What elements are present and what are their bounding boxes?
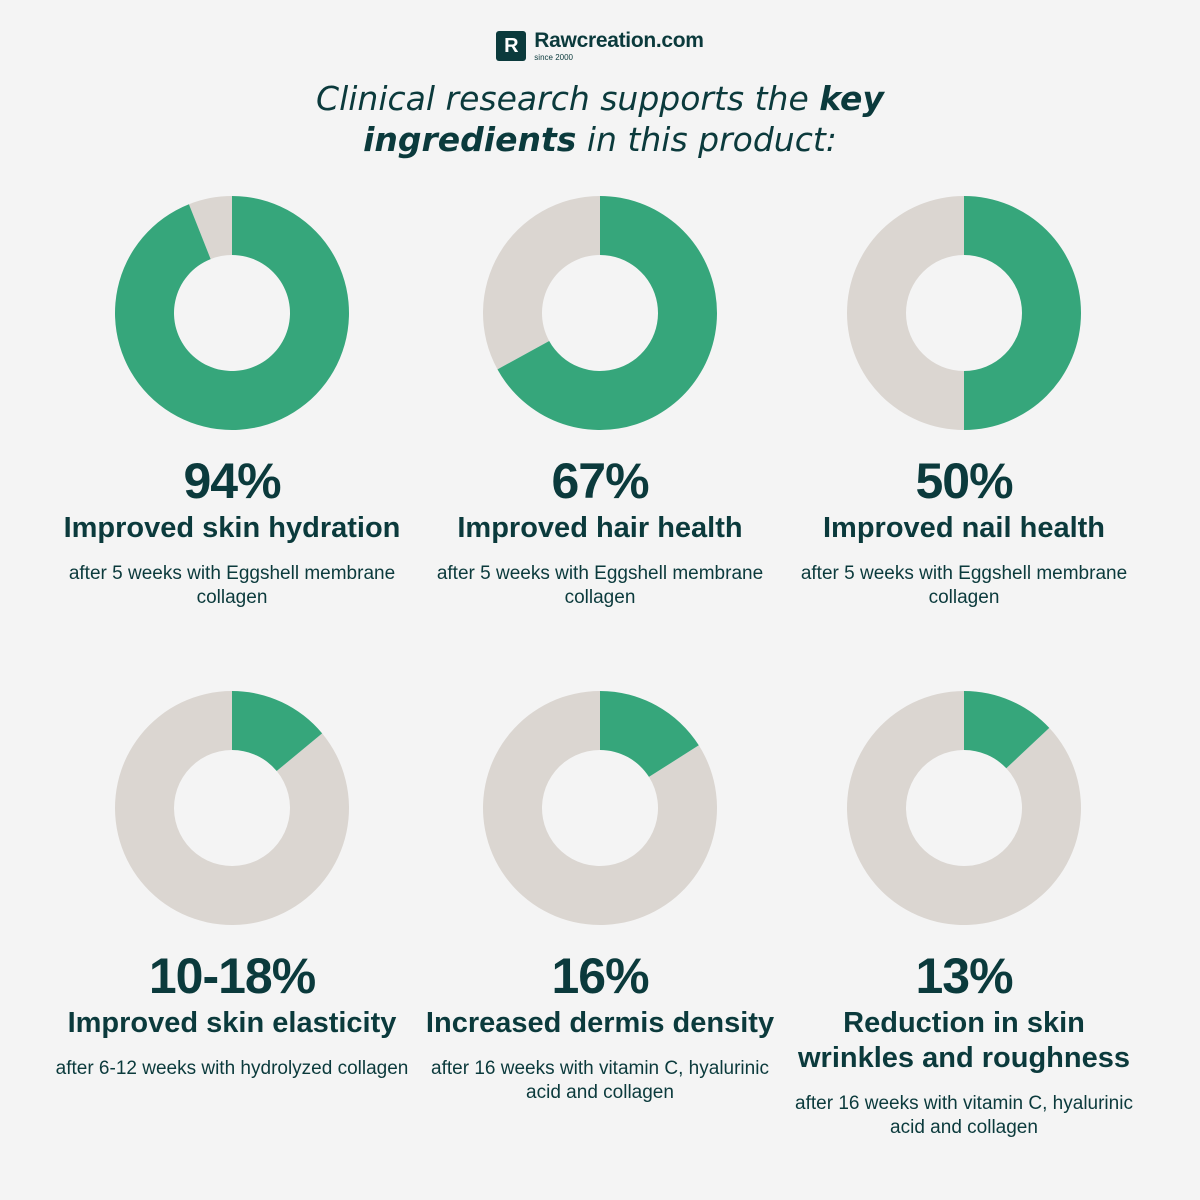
stat-card: 16% Increased dermis density after 16 week… [420, 690, 780, 1105]
donut-remainder-slice [115, 691, 349, 925]
stat-percentage: 67% [551, 453, 649, 509]
stat-note: after 6-12 weeks with hydrolyzed collage… [55, 1058, 409, 1079]
donut-chart [483, 691, 717, 925]
donut-remainder-slice [483, 691, 717, 925]
stat-note: after 16 weeks with vitamin C, hyalurini… [795, 1093, 1133, 1138]
page-title: Clinical research supports the key ingre… [250, 78, 950, 160]
logo-r-icon: R [496, 31, 527, 61]
header: R Rawcreation.com since 2000 Clinical re… [0, 30, 1200, 160]
stat-card: 13% Reduction in skin wrinkles and roughn… [784, 690, 1144, 1140]
headline-part-1: Clinical research supports the [316, 79, 820, 118]
donut-remainder-slice [188, 196, 232, 260]
donut-value-slice [964, 196, 1081, 430]
brand-since: since 2000 [534, 53, 573, 62]
donut-remainder-slice [847, 691, 1081, 925]
stat-card: 50% Improved nail health after 5 weeks wit… [784, 195, 1144, 610]
stat-card: 94% Improved skin hydration after 5 weeks … [52, 195, 412, 610]
stat-note: after 5 weeks with Eggshell membrane col… [436, 563, 764, 608]
headline-part-2: in this product: [576, 120, 837, 159]
brand-name: Rawcreation.com [534, 29, 704, 52]
brand-logo[interactable]: R Rawcreation.com since 2000 [496, 29, 704, 62]
stat-note: after 5 weeks with Eggshell membrane col… [68, 563, 396, 608]
stat-percentage: 94% [183, 453, 281, 509]
donut-value-slice [964, 691, 1050, 769]
stat-card: 67% Improved hair health after 5 weeks wit… [420, 195, 780, 610]
donut-chart [115, 691, 349, 925]
logo-text: Rawcreation.com since 2000 [534, 29, 704, 62]
stat-percentage: 50% [915, 453, 1013, 509]
donut-value-slice [114, 196, 349, 430]
stat-metric: Improved hair health [457, 512, 743, 544]
donut-chart [847, 691, 1081, 925]
stat-note: after 16 weeks with vitamin C, hyalurini… [431, 1058, 769, 1103]
donut-value-slice [600, 691, 699, 777]
stat-percentage: 13% [915, 948, 1013, 1004]
donut-remainder-slice [483, 196, 600, 370]
stat-note: after 5 weeks with Eggshell membrane col… [800, 563, 1128, 608]
stat-percentage: 10-18% [148, 948, 316, 1004]
stat-percentage: 16% [551, 948, 649, 1004]
stat-metric: Improved skin elasticity [67, 1007, 397, 1039]
stat-metric: Improved skin hydration [63, 512, 401, 544]
headline-bold: key ingredients [363, 79, 884, 159]
donut-value-slice [232, 691, 323, 772]
donut-chart [847, 196, 1081, 430]
donut-chart [483, 196, 717, 430]
donut-value-slice [497, 196, 717, 430]
donut-chart [114, 196, 349, 430]
stat-metric: Increased dermis density [425, 1007, 775, 1039]
stat-card: 10-18% Improved skin elasticity after 6-12… [52, 690, 412, 1081]
stat-metric: Improved nail health [823, 512, 1105, 544]
donut-remainder-slice [847, 196, 964, 430]
stat-metric: Reduction in skin wrinkles and roughness [798, 1007, 1130, 1074]
